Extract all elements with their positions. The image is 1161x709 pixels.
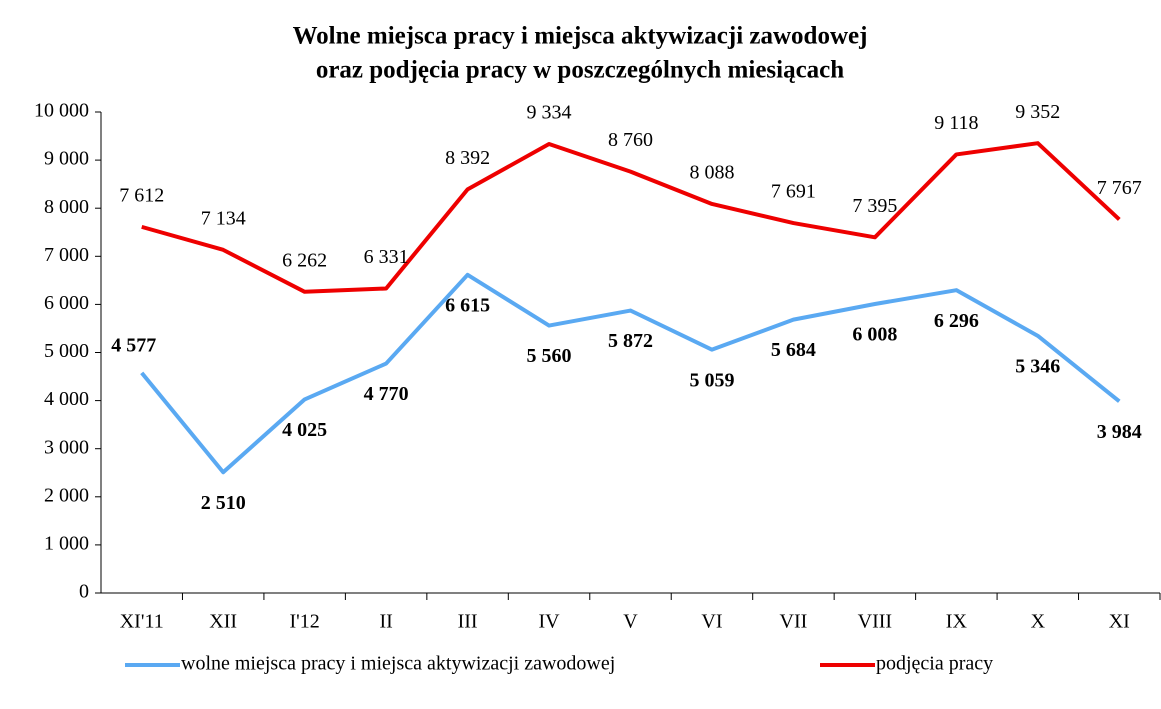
- data-label: 6 331: [364, 246, 409, 268]
- data-label: 4 025: [282, 419, 327, 441]
- x-tick-label: XI'11: [120, 611, 164, 633]
- x-tick-label: II: [379, 611, 392, 633]
- data-label: 8 088: [689, 162, 734, 184]
- y-tick-label: 6 000: [44, 292, 89, 314]
- data-label: 7 612: [119, 184, 164, 206]
- x-tick-label: VI: [701, 611, 722, 633]
- data-label: 7 395: [852, 195, 897, 217]
- data-label: 9 334: [527, 102, 572, 124]
- data-label: 6 615: [445, 294, 490, 316]
- data-label: 5 872: [608, 330, 653, 352]
- data-label: 4 577: [111, 334, 156, 356]
- y-tick-label: 5 000: [44, 340, 89, 362]
- data-label: 6 008: [852, 324, 897, 346]
- data-label: 6 296: [934, 310, 979, 332]
- chart-subtitle: oraz podjęcia pracy w poszczególnych mie…: [316, 57, 844, 84]
- data-label: 8 392: [445, 147, 490, 169]
- series-line: [141, 141, 1121, 294]
- data-label: 6 262: [282, 249, 327, 271]
- legend-label: wolne miejsca pracy i miejsca aktywizacj…: [181, 653, 615, 675]
- x-tick-label: XI: [1109, 611, 1130, 633]
- y-tick-label: 10 000: [34, 100, 89, 122]
- legend-label: podjęcia pracy: [876, 653, 993, 675]
- data-label: 5 346: [1015, 355, 1060, 377]
- chart-title: Wolne miejsca pracy i miejsca aktywizacj…: [293, 23, 868, 50]
- data-label: 8 760: [608, 129, 653, 151]
- x-tick-label: XII: [209, 611, 237, 633]
- y-tick-label: 2 000: [44, 484, 89, 506]
- data-label: 9 352: [1015, 101, 1060, 123]
- data-label: 7 767: [1097, 177, 1142, 199]
- y-tick-label: 4 000: [44, 388, 89, 410]
- y-tick-label: 8 000: [44, 196, 89, 218]
- data-label: 4 770: [364, 383, 409, 405]
- data-label: 7 691: [771, 181, 816, 203]
- x-tick-label: V: [623, 611, 638, 633]
- series-line: [140, 272, 1121, 475]
- data-label: 5 684: [771, 339, 816, 361]
- x-tick-label: IX: [946, 611, 968, 633]
- y-tick-label: 1 000: [44, 532, 89, 554]
- y-tick-label: 3 000: [44, 436, 89, 458]
- y-tick-label: 9 000: [44, 148, 89, 170]
- x-tick-label: X: [1031, 611, 1046, 633]
- data-label: 5 059: [689, 369, 734, 391]
- x-tick-label: VII: [780, 611, 808, 633]
- x-tick-label: III: [458, 611, 478, 633]
- x-tick-label: VIII: [858, 611, 892, 633]
- data-label: 9 118: [934, 112, 978, 134]
- data-label: 7 134: [201, 207, 246, 229]
- x-tick-label: I'12: [290, 611, 320, 633]
- data-label: 3 984: [1097, 421, 1142, 443]
- y-tick-label: 7 000: [44, 244, 89, 266]
- y-tick-label: 0: [79, 581, 89, 603]
- x-tick-label: IV: [538, 611, 560, 633]
- data-label: 5 560: [527, 345, 572, 367]
- data-label: 2 510: [201, 492, 246, 514]
